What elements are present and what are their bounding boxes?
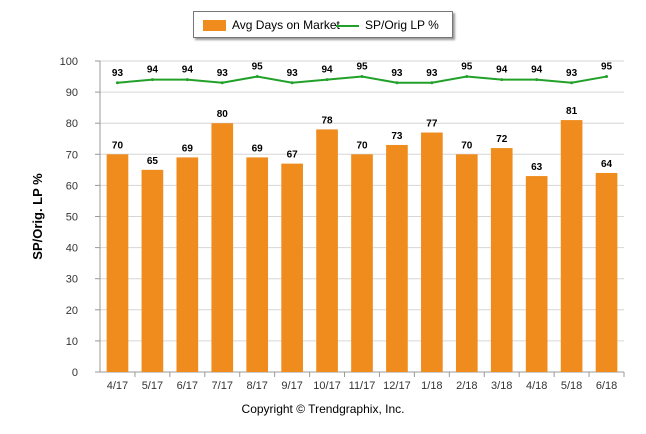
line-point [290, 81, 294, 85]
bar [560, 120, 583, 372]
bar [211, 123, 234, 372]
chart-legend: Avg Days on Market SP/Orig LP % [193, 11, 453, 38]
bar-value-label: 69 [252, 143, 264, 154]
bar [490, 148, 513, 372]
legend-swatch-bar [203, 20, 226, 31]
legend-swatch-line [336, 25, 359, 27]
x-tick-label: 7/17 [212, 380, 233, 392]
bar [141, 169, 164, 372]
line-value-label: 95 [252, 62, 264, 73]
y-tick-label: 10 [66, 336, 78, 348]
line-value-label: 93 [217, 68, 229, 79]
line-point [570, 81, 574, 85]
x-tick-label: 2/18 [456, 380, 477, 392]
bar-value-label: 81 [566, 106, 578, 117]
line-value-label: 93 [426, 68, 438, 79]
bar-value-label: 72 [496, 134, 508, 145]
x-tick-label: 8/17 [246, 380, 267, 392]
x-tick-label: 3/18 [491, 380, 512, 392]
line-value-label: 94 [147, 65, 159, 76]
bar [246, 157, 269, 372]
y-tick-label: 80 [66, 118, 78, 130]
bar [176, 157, 199, 372]
bar-value-label: 70 [461, 140, 473, 151]
y-tick-label: 20 [66, 305, 78, 317]
line-point [185, 78, 189, 82]
y-tick-label: 30 [66, 274, 78, 286]
y-tick-label: 70 [66, 149, 78, 161]
line-value-label: 93 [391, 68, 403, 79]
legend-label-sp-orig-lp: SP/Orig LP % [365, 18, 439, 32]
y-tick-label: 90 [66, 87, 78, 99]
bar-value-label: 65 [147, 156, 159, 167]
bar-value-label: 67 [287, 150, 299, 161]
line-point [500, 78, 504, 82]
bar [525, 176, 548, 372]
y-tick-label: 60 [66, 180, 78, 192]
line-value-label: 95 [461, 62, 473, 73]
line-point [150, 78, 154, 82]
legend-label-days-on-market: Avg Days on Market [232, 18, 340, 32]
line-value-label: 94 [322, 65, 334, 76]
x-tick-label: 12/17 [383, 380, 411, 392]
line-point [430, 81, 434, 85]
x-tick-label: 6/17 [177, 380, 198, 392]
line-point [220, 81, 224, 85]
bar [281, 163, 303, 372]
bar [455, 154, 478, 372]
line-point [395, 81, 399, 85]
bar-value-label: 78 [322, 115, 334, 126]
bar-value-label: 69 [182, 143, 194, 154]
bar-value-label: 77 [426, 119, 438, 130]
y-tick-label: 50 [66, 212, 78, 224]
line-value-label: 94 [496, 65, 508, 76]
x-tick-label: 5/17 [142, 380, 163, 392]
line-point [535, 78, 539, 82]
y-tick-label: 100 [60, 56, 78, 68]
y-axis-label: SP/Orig. LP % [30, 173, 45, 260]
line-point [605, 75, 609, 79]
bar-value-label: 70 [356, 140, 368, 151]
bar-value-label: 80 [217, 109, 229, 120]
bar [106, 154, 129, 372]
y-tick-label: 40 [66, 243, 78, 255]
bar [351, 154, 373, 372]
bar-value-label: 64 [601, 159, 613, 170]
x-tick-label: 1/18 [421, 380, 442, 392]
bar-value-label: 70 [112, 140, 124, 151]
line-value-label: 95 [601, 62, 613, 73]
line-point [255, 75, 259, 79]
x-tick-label: 9/17 [281, 380, 302, 392]
bar [386, 144, 408, 372]
x-tick-label: 10/17 [313, 380, 341, 392]
bar-value-label: 63 [531, 162, 543, 173]
bar [421, 132, 443, 372]
line-point [325, 78, 329, 82]
line-point [465, 75, 469, 79]
x-tick-label: 11/17 [349, 380, 376, 392]
x-tick-label: 5/18 [561, 380, 582, 392]
line-value-label: 94 [531, 65, 543, 76]
line-value-label: 93 [566, 68, 578, 79]
line-value-label: 94 [182, 65, 194, 76]
x-tick-label: 6/18 [596, 380, 617, 392]
copyright-text: Copyright © Trendgraphix, Inc. [241, 402, 405, 416]
line-value-label: 93 [287, 68, 299, 79]
line-point [360, 75, 364, 79]
bar-value-label: 73 [391, 131, 403, 142]
bar [316, 129, 338, 372]
line-point [115, 81, 119, 85]
bar [595, 172, 618, 372]
line-value-label: 95 [356, 62, 368, 73]
y-tick-label: 0 [72, 367, 78, 379]
x-tick-label: 4/18 [526, 380, 547, 392]
line-value-label: 93 [112, 68, 124, 79]
x-tick-label: 4/17 [107, 380, 128, 392]
